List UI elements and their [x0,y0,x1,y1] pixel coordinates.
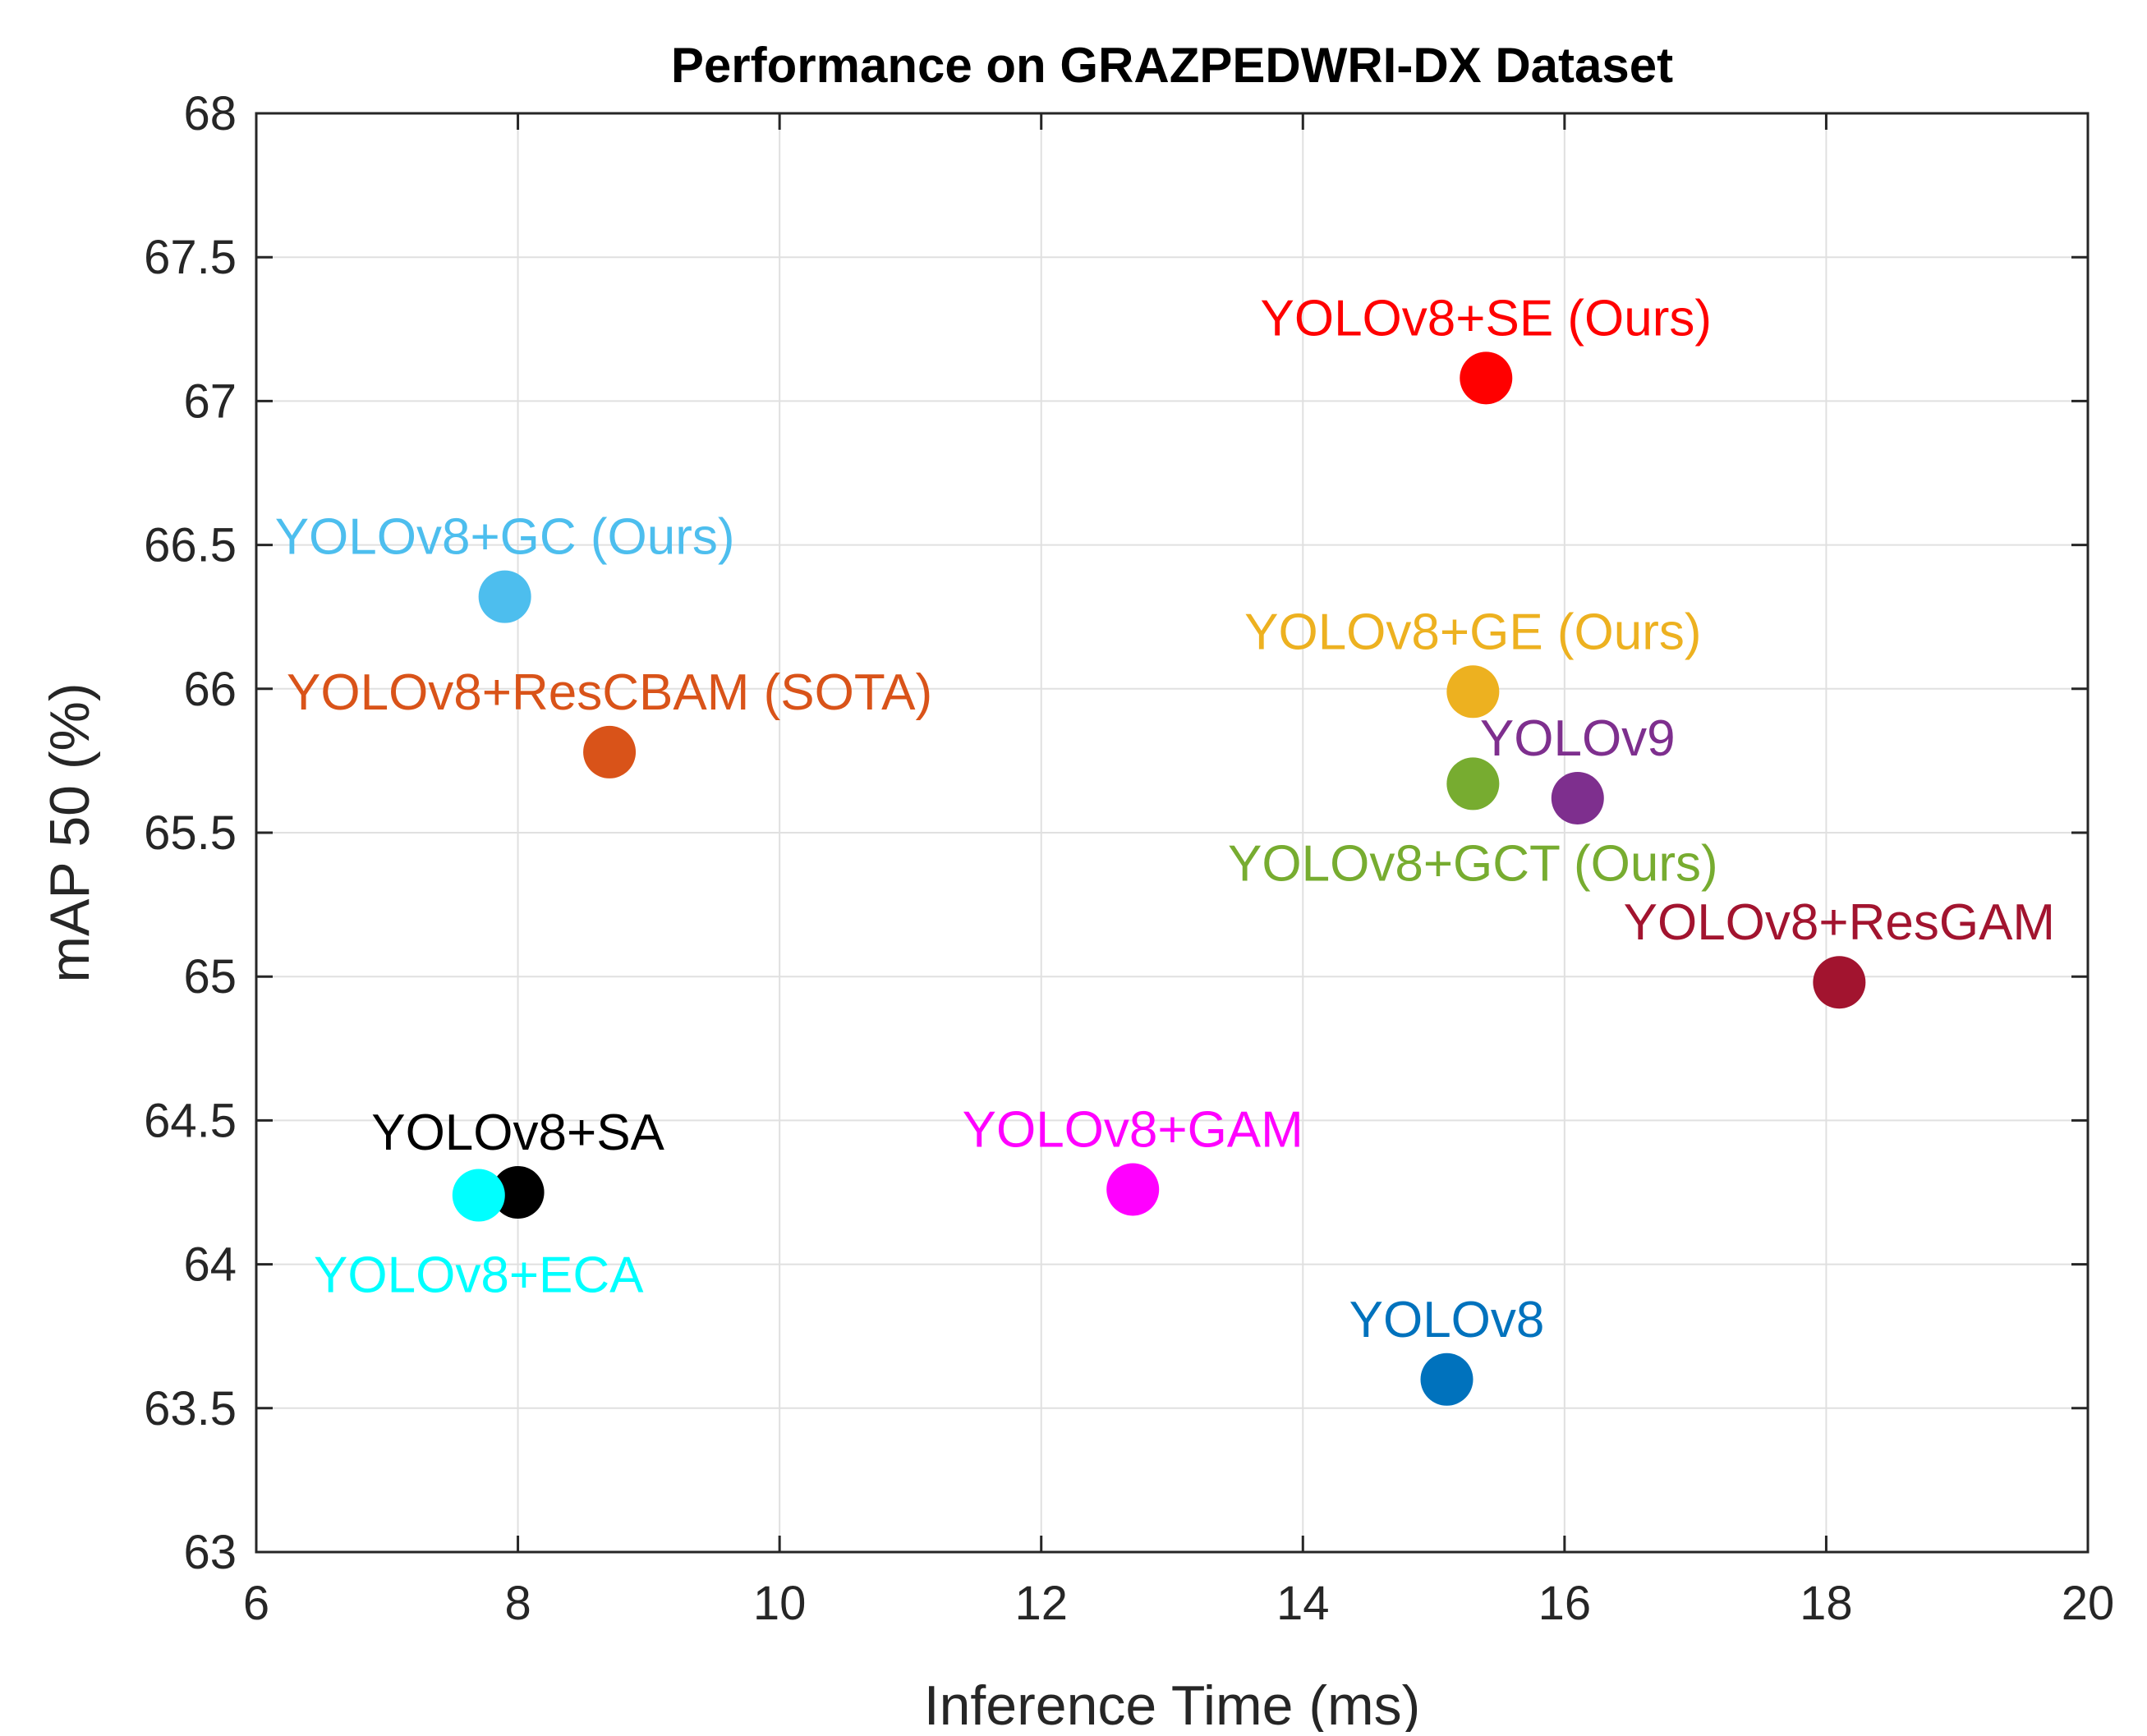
x-tick-label: 16 [1538,1577,1592,1630]
axis-ticks: 6 8 10 12 14 16 18 206363.56464.56565.56666.567… [144,87,2114,1630]
x-tick-label: 18 [1800,1577,1853,1630]
y-tick-label: 66.5 [144,519,237,572]
grid [255,113,2089,1553]
data-label: YOLOv8+GC (Ours) [275,509,735,566]
y-tick-label: 67.5 [144,231,237,284]
data-label: YOLOv8 [1349,1292,1545,1348]
x-tick-label: 10 [753,1577,807,1630]
data-label: YOLOv8+GE (Ours) [1244,604,1701,660]
data-point [1446,665,1500,719]
data-label: YOLOv8+GCT (Ours) [1228,835,1718,892]
data-point [1460,351,1513,405]
x-axis-label: Inference Time (ms) [924,1674,1421,1732]
data-points [452,351,1866,1406]
data-point [583,725,637,778]
data-point [1813,956,1866,1009]
y-tick-label: 68 [183,87,237,140]
y-axis-label: mAP 50 (%) [39,682,101,982]
data-label: YOLOv8+SE (Ours) [1261,290,1713,347]
y-tick-label: 63.5 [144,1382,237,1435]
x-tick-label: 6 [243,1577,269,1630]
x-tick-label: 12 [1014,1577,1068,1630]
data-label: YOLOv8+ResGAM [1624,894,2055,951]
x-tick-label: 14 [1276,1577,1330,1630]
data-point [452,1169,505,1222]
data-point [1551,771,1604,824]
y-tick-label: 67 [183,374,237,428]
data-point [491,1166,545,1219]
y-tick-label: 63 [183,1526,237,1579]
data-point [1420,1353,1473,1406]
data-point [1106,1163,1160,1216]
data-label: YOLOv8+GAM [963,1101,1303,1158]
y-tick-label: 65 [183,950,237,1003]
data-label: YOLOv8+ResCBAM (SOTA) [287,664,932,721]
data-point [1446,757,1500,811]
data-labels: YOLOv8+SE (Ours) YOLOv8+GC (Ours) YOLOv8+G… [275,290,2055,1348]
x-tick-label: 20 [2062,1577,2115,1630]
chart-title: Performance on GRAZPEDWRI-DX Dataset [671,38,1673,93]
y-tick-label: 66 [183,663,237,716]
y-tick-label: 64 [183,1238,237,1292]
data-label: YOLOv9 [1480,710,1676,767]
y-tick-label: 64.5 [144,1094,237,1147]
y-tick-label: 65.5 [144,806,237,860]
data-point [478,570,531,623]
data-label: YOLOv8+SA [371,1105,664,1161]
x-tick-label: 8 [504,1577,531,1630]
data-label: YOLOv8+ECA [314,1247,644,1304]
